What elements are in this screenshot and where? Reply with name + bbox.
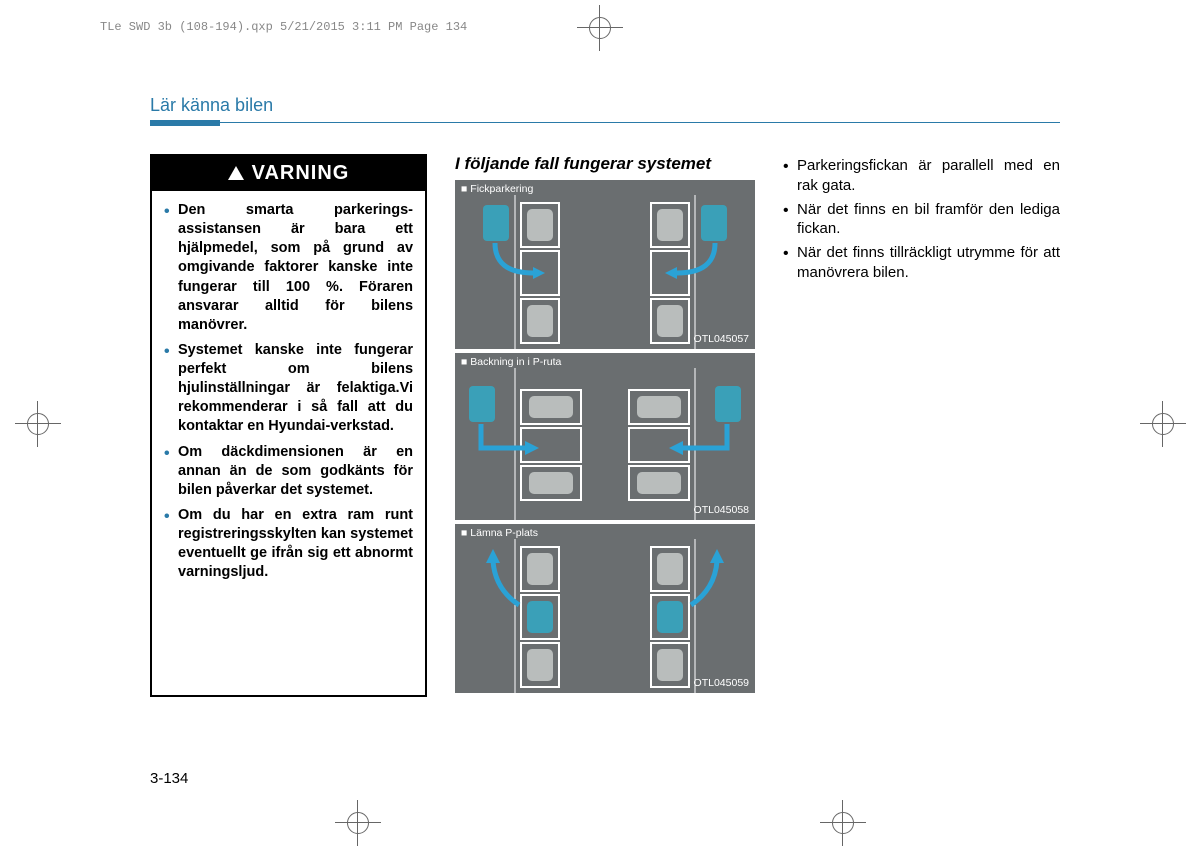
registration-mark (335, 800, 381, 846)
registration-mark (1140, 401, 1186, 447)
figure-parallel-parking: ■ Fickparkering (455, 180, 755, 349)
page-number: 3-134 (150, 770, 188, 787)
print-slug: TLe SWD 3b (108-194).qxp 5/21/2015 3:11 … (100, 20, 467, 34)
warning-list: Den smarta parkerings-assistansen är bar… (152, 191, 425, 602)
title-rule (150, 120, 1060, 126)
figure-caption: ■ Lämna P-plats (455, 524, 755, 539)
note-item: Parkeringsfickan är parallell med en rak… (783, 156, 1060, 196)
figure-exit-parking: ■ Lämna P-plats (455, 524, 755, 693)
figure-code: OTL045057 (694, 333, 749, 345)
registration-mark (577, 5, 623, 51)
figures-heading: I följande fall fungerar systemet (455, 154, 755, 174)
figure-reverse-parking: ■ Backning in i P-ruta (455, 353, 755, 520)
warning-item: Om däckdimensionen är en annan än de som… (164, 443, 413, 500)
registration-mark (15, 401, 61, 447)
figure-caption: ■ Fickparkering (455, 180, 755, 195)
registration-mark (820, 800, 866, 846)
note-item: När det finns tillräckligt utrymme för a… (783, 243, 1060, 283)
warning-item: Om du har en extra ram runt registrering… (164, 506, 413, 583)
notes-list: Parkeringsfickan är parallell med en rak… (783, 154, 1060, 283)
warning-header-text: VARNING (252, 162, 350, 184)
section-title: Lär känna bilen (150, 95, 1060, 116)
note-item: När det finns en bil framför den lediga … (783, 200, 1060, 240)
warning-box: VARNING Den smarta parkerings-assistanse… (150, 154, 427, 697)
warning-item: Systemet kanske inte fungerar perfekt om… (164, 341, 413, 437)
figure-caption: ■ Backning in i P-ruta (455, 353, 755, 368)
warning-icon (228, 166, 244, 180)
warning-item: Den smarta parkerings-assistansen är bar… (164, 201, 413, 335)
warning-header: VARNING (152, 156, 425, 191)
figure-code: OTL045058 (694, 504, 749, 516)
figure-code: OTL045059 (694, 677, 749, 689)
